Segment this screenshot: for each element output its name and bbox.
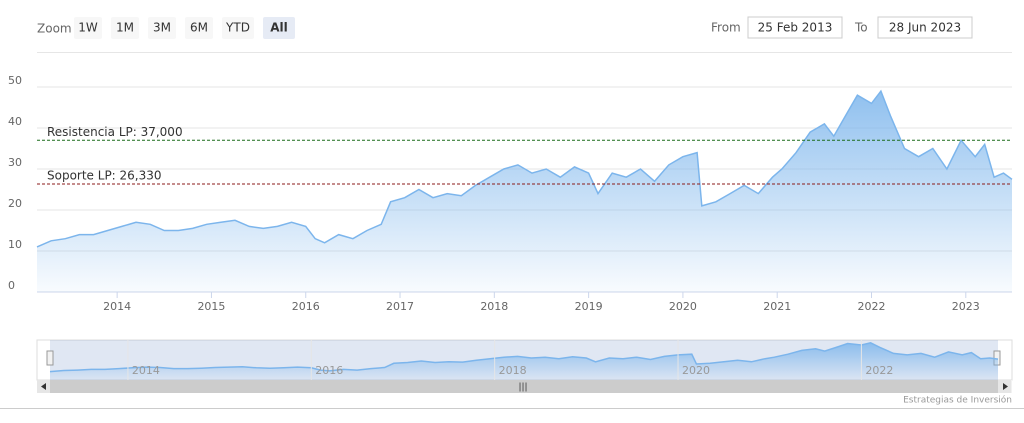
- navigator-area: [50, 342, 998, 380]
- y-tick-label: 10: [8, 238, 22, 251]
- zoom-label: Zoom: [37, 22, 72, 36]
- series-area: [37, 91, 1012, 292]
- y-tick-label: 30: [8, 156, 22, 169]
- zoom-button[interactable]: [222, 17, 254, 39]
- x-tick-label: 2019: [575, 300, 603, 313]
- navigator-line: [49, 342, 999, 373]
- zoom-button-label[interactable]: 1M: [116, 21, 134, 35]
- scrollbar-grip: |||: [518, 383, 527, 393]
- y-tick-label: 0: [8, 279, 15, 292]
- zoom-button[interactable]: [185, 17, 213, 39]
- zoom-button-label[interactable]: YTD: [225, 21, 250, 35]
- from-value[interactable]: 25 Feb 2013: [758, 21, 833, 35]
- zoom-button-label[interactable]: 1W: [78, 21, 98, 35]
- x-tick-label: 2014: [103, 300, 131, 313]
- series-line: [36, 89, 1013, 248]
- zoom-button-label[interactable]: 3M: [153, 21, 171, 35]
- zoom-button-label[interactable]: 6M: [190, 21, 208, 35]
- zoom-button-label[interactable]: All: [270, 21, 288, 35]
- zoom-button[interactable]: [148, 17, 176, 39]
- navigator-tick-label: 2018: [499, 364, 527, 377]
- zoom-button[interactable]: [263, 17, 295, 39]
- y-tick-label: 50: [8, 74, 22, 87]
- x-tick-label: 2020: [669, 300, 697, 313]
- navigator-tick-label: 2022: [865, 364, 893, 377]
- scrollbar-thumb[interactable]: [50, 380, 998, 393]
- y-tick-label: 20: [8, 197, 22, 210]
- credits[interactable]: Estrategias de Inversión: [903, 395, 1012, 406]
- from-input[interactable]: [747, 16, 843, 39]
- zoom-button[interactable]: [74, 17, 102, 39]
- navigator-tick-label: 2016: [315, 364, 343, 377]
- x-tick-label: 2015: [197, 300, 225, 313]
- x-tick-label: 2023: [952, 300, 980, 313]
- x-tick-label: 2016: [292, 300, 320, 313]
- x-tick-label: 2017: [386, 300, 414, 313]
- separator: [37, 52, 1012, 53]
- plot-line-label: Resistencia LP: 37,000: [47, 125, 183, 139]
- bottom-border: [0, 408, 1024, 409]
- navigator-tick-label: 2020: [682, 364, 710, 377]
- x-tick-label: 2018: [480, 300, 508, 313]
- x-tick-label: 2022: [858, 300, 886, 313]
- to-label: To: [854, 21, 868, 35]
- navigator-handle[interactable]: [46, 350, 54, 366]
- navigator-tick-label: 2014: [132, 364, 160, 377]
- zoom-button[interactable]: [111, 17, 139, 39]
- y-tick-label: 40: [8, 115, 22, 128]
- to-value[interactable]: 28 Jun 2023: [889, 21, 961, 35]
- from-label: From: [711, 21, 741, 35]
- to-input[interactable]: [877, 16, 973, 39]
- x-tick-label: 2021: [763, 300, 791, 313]
- plot-line-label: Soporte LP: 26,330: [47, 169, 162, 183]
